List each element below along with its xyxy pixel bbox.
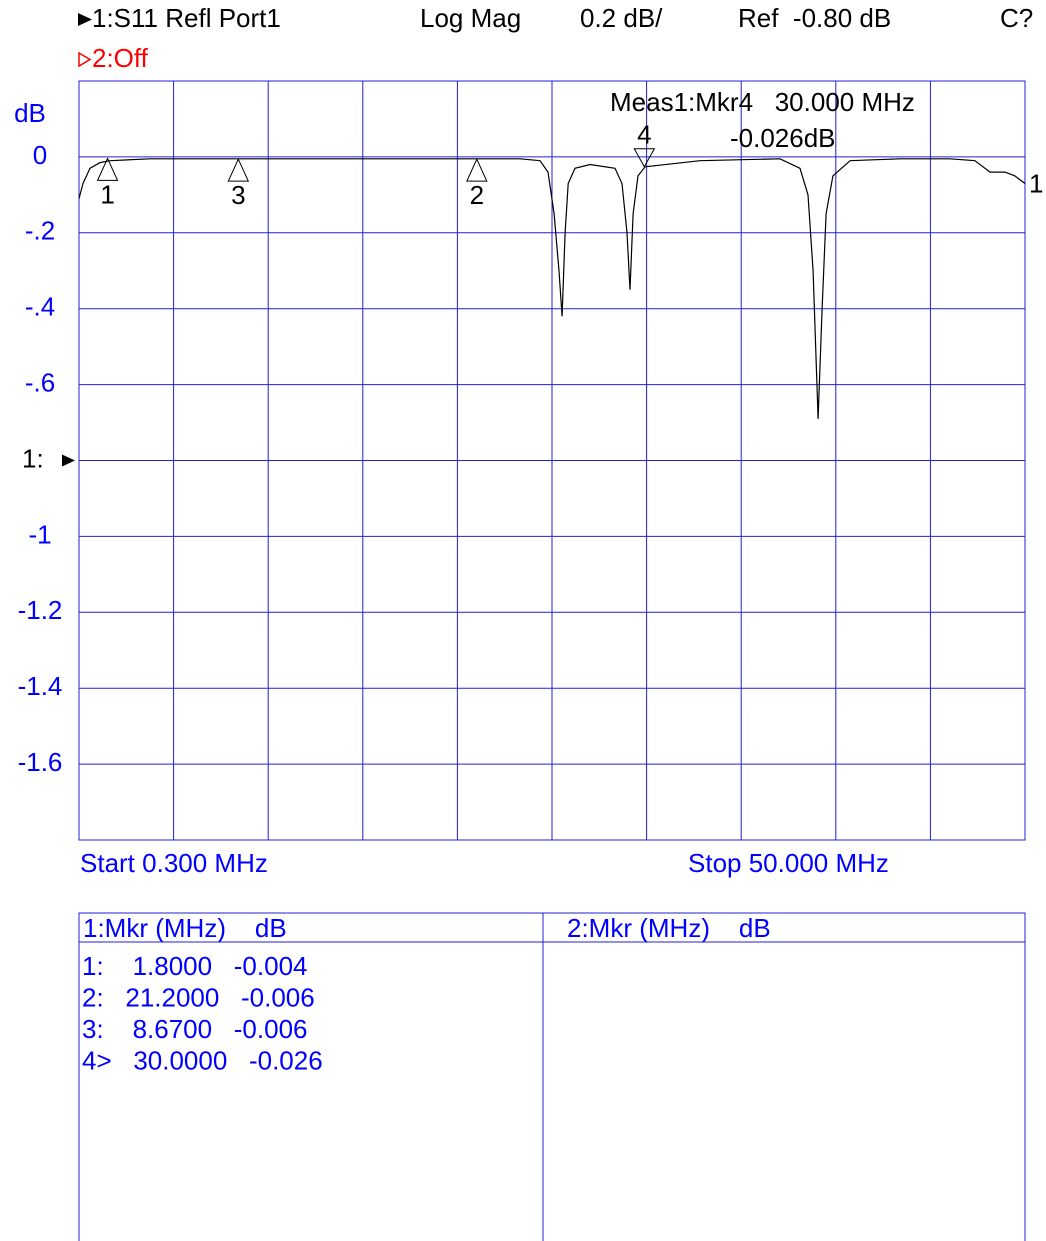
marker [227,157,250,182]
y-tick-label: -1.2 [18,595,63,625]
marker [633,148,656,168]
readout: Meas1:Mkr4 30.000 MHz [610,87,915,117]
marker-label: 4 [637,120,651,150]
active-trace-icon [78,13,92,26]
trace2-icon [78,51,92,68]
table-row: 3: 8.6700 -0.006 [82,1014,308,1044]
table-header: 1:Mkr (MHz) dB [83,913,287,943]
reference-marker [62,454,75,467]
start-label: Start 0.300 MHz [80,848,268,878]
status: C? [1000,3,1033,33]
trace2-label: 2:Off [92,43,149,73]
table-row: 2: 21.2000 -0.006 [82,982,315,1012]
y-tick-label: -1.4 [18,671,63,701]
y-tick-label: -.4 [25,292,55,322]
marker-table [78,912,1026,1241]
marker-label: 1 [100,179,114,209]
scale: 0.2 dB/ [580,3,663,33]
reference: Ref -0.80 dB [738,3,891,33]
marker [96,157,119,181]
y-tick-label: -.6 [25,367,55,397]
trace-label: 1 [1029,168,1043,198]
stop-label: Stop 50.000 MHz [688,848,889,878]
table-row: 1: 1.8000 -0.004 [82,951,308,981]
table-row: 4> 30.0000 -0.026 [82,1046,323,1076]
y-tick-label: -1 [28,519,51,549]
trace [78,158,1026,419]
y-tick-label: -1.6 [18,747,63,777]
marker [466,157,488,182]
table-header: 2:Mkr (MHz) dB [567,913,771,943]
marker-label: 3 [231,180,245,210]
y-unit: dB [14,98,46,128]
format: Log Mag [420,3,521,33]
y-tick-label: 0 [33,140,47,170]
reference-label: 1: [22,443,44,473]
readout: -0.026dB [730,123,836,153]
y-tick-label: -.2 [25,216,55,246]
trace1-label: 1:S11 Refl Port1 [92,3,281,33]
marker-label: 2 [470,180,484,210]
